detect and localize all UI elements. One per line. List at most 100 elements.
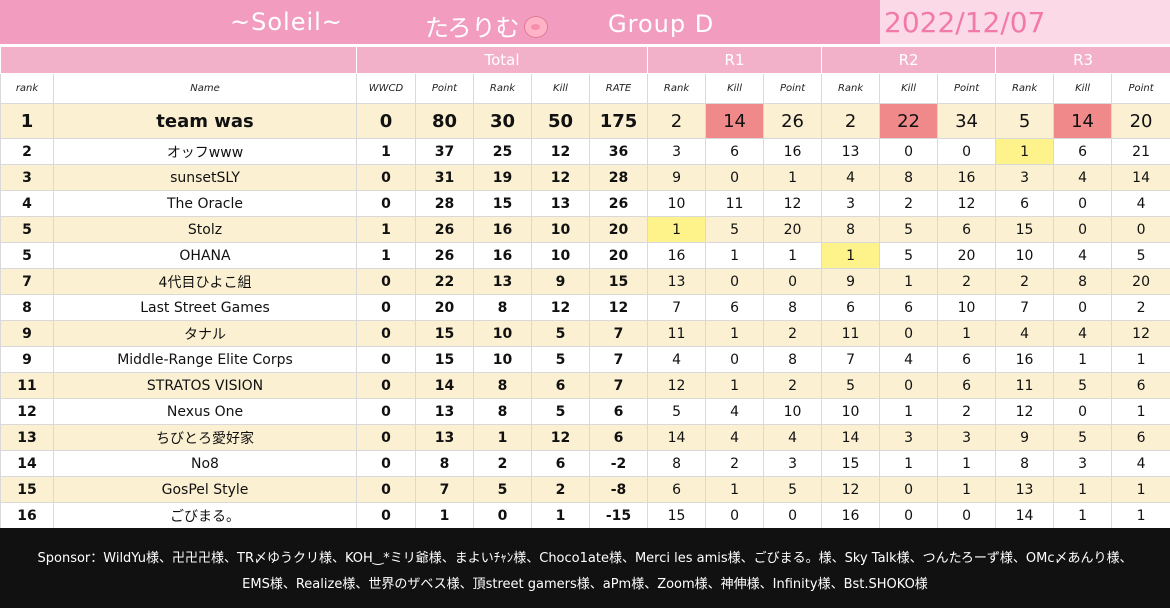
r2-rank: 15: [821, 450, 881, 477]
column-header: Point: [415, 73, 474, 104]
r3-rank: 16: [995, 346, 1055, 373]
r3-kill: 4: [1053, 242, 1113, 269]
r1-kill: 0: [705, 268, 765, 295]
team-name: ごびまる。: [53, 502, 357, 529]
sponsor-line-1: Sponsor：WildYu様、卍卍卍様、TR〆ゆうクリ様、KOH‿*ミリ爺様、…: [37, 551, 1133, 566]
column-header: Rank: [995, 73, 1055, 104]
sponsor-footer: Sponsor：WildYu様、卍卍卍様、TR〆ゆうクリ様、KOH‿*ミリ爺様、…: [0, 528, 1170, 608]
table-row: 15 GosPel Style 0 7 5 2 -8 6 1 5 12 0 1 13 1 1: [0, 476, 1170, 503]
player-name-text: たろりむ: [425, 14, 520, 42]
total-kill: 13: [531, 190, 590, 217]
group-header-row: Total R1 R2 R3: [0, 46, 1170, 74]
r1-kill: 4: [705, 424, 765, 451]
r2-kill: 6: [879, 294, 939, 321]
date-label: 2022/12/07: [880, 0, 1170, 44]
r3-kill: 4: [1053, 320, 1113, 347]
total-rank: 5: [473, 476, 532, 503]
total-rank: 1: [473, 424, 532, 451]
r3-kill: 5: [1053, 424, 1113, 451]
total-kill: 6: [531, 450, 590, 477]
table-row: 16 ごびまる。 0 1 0 1 -15 15 0 0 16 0 0 14 1 1: [0, 502, 1170, 529]
r2-rank: 7: [821, 346, 881, 373]
column-header: Point: [1111, 73, 1170, 104]
r3-kill: 0: [1053, 398, 1113, 425]
r3-kill: 0: [1053, 294, 1113, 321]
r3-rank: 6: [995, 190, 1055, 217]
r1-rank: 5: [647, 398, 707, 425]
rate: 7: [588, 346, 649, 373]
r1-point: 0: [763, 268, 823, 295]
r2-kill: 0: [879, 138, 939, 165]
r1-point: 0: [763, 502, 823, 529]
wwcd: 0: [356, 502, 416, 529]
rate: 7: [588, 320, 649, 347]
rate: 20: [588, 242, 649, 269]
r2-point: 20: [937, 242, 997, 269]
total-point: 37: [415, 138, 474, 165]
table-row: 11 STRATOS VISION 0 14 8 6 7 12 1 2 5 0 6 11 5 6: [0, 372, 1170, 399]
total-point: 8: [415, 450, 474, 477]
total-kill: 1: [531, 502, 590, 529]
r2-kill: 1: [879, 268, 939, 295]
rate: 36: [588, 138, 649, 165]
total-rank: 19: [473, 164, 532, 191]
r3-point: 4: [1111, 190, 1170, 217]
r1-point: 2: [763, 372, 823, 399]
r2-kill: 8: [879, 164, 939, 191]
rank: 1: [0, 103, 54, 139]
r2-kill: 0: [879, 320, 939, 347]
team-name: Middle-Range Elite Corps: [53, 346, 357, 373]
r3-point: 1: [1111, 346, 1170, 373]
r1-kill: 0: [705, 164, 765, 191]
r1-rank: 16: [647, 242, 707, 269]
group-header-total: Total: [355, 46, 649, 74]
column-header: Point: [937, 73, 997, 104]
r1-kill: 6: [705, 294, 765, 321]
r3-kill: 0: [1053, 190, 1113, 217]
r1-kill: 14: [705, 103, 765, 139]
r2-rank: 13: [821, 138, 881, 165]
r2-point: 16: [937, 164, 997, 191]
r1-rank: 10: [647, 190, 707, 217]
results-table: Total R1 R2 R3 rank Name WWCD Point Rank Kill…: [0, 46, 1170, 529]
total-point: 31: [415, 164, 474, 191]
r3-kill: 4: [1053, 164, 1113, 191]
total-point: 13: [415, 424, 474, 451]
r3-point: 1: [1111, 476, 1170, 503]
rate: 6: [588, 424, 649, 451]
r1-point: 3: [763, 450, 823, 477]
r3-rank: 11: [995, 372, 1055, 399]
rank: 4: [0, 190, 54, 217]
total-rank: 13: [473, 268, 532, 295]
wwcd: 1: [356, 242, 416, 269]
r3-point: 12: [1111, 320, 1170, 347]
r3-kill: 8: [1053, 268, 1113, 295]
r3-rank: 9: [995, 424, 1055, 451]
rank: 12: [0, 398, 54, 425]
wwcd: 0: [356, 476, 416, 503]
total-kill: 12: [531, 138, 590, 165]
team-name: team was: [53, 103, 357, 139]
total-point: 20: [415, 294, 474, 321]
sponsor-line-2: EMS様、Realize様、世界のザベス様、頂street gamers様、aP…: [242, 577, 928, 592]
r1-kill: 5: [705, 216, 765, 243]
r3-kill: 5: [1053, 372, 1113, 399]
r2-kill: 0: [879, 372, 939, 399]
total-kill: 5: [531, 346, 590, 373]
r2-point: 1: [937, 476, 997, 503]
rank: 13: [0, 424, 54, 451]
rank: 9: [0, 320, 54, 347]
wwcd: 0: [356, 320, 416, 347]
r1-point: 10: [763, 398, 823, 425]
total-rank: 0: [473, 502, 532, 529]
wwcd: 1: [356, 138, 416, 165]
table-row: 5 Stolz 1 26 16 10 20 1 5 20 8 5 6 15 0 0: [0, 216, 1170, 243]
r2-rank: 2: [821, 103, 881, 139]
group-header-r1: R1: [647, 46, 823, 74]
r2-kill: 2: [879, 190, 939, 217]
r3-point: 20: [1111, 268, 1170, 295]
r2-point: 6: [937, 372, 997, 399]
r2-rank: 10: [821, 398, 881, 425]
rate: -15: [588, 502, 649, 529]
